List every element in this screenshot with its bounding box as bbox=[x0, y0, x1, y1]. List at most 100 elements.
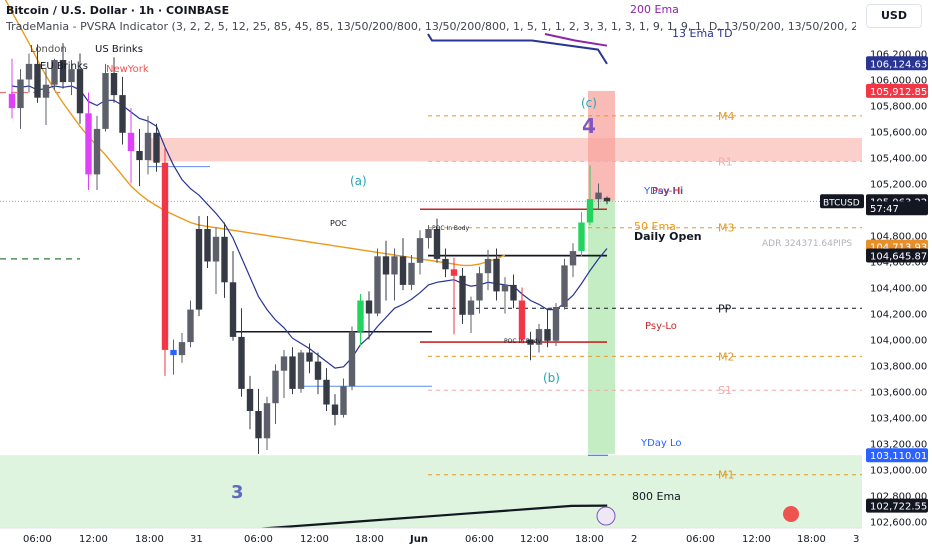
candle bbox=[518, 287, 526, 344]
candle bbox=[289, 347, 296, 395]
candle bbox=[34, 44, 41, 103]
candle bbox=[76, 53, 84, 124]
time-tick: 06:00 bbox=[23, 534, 52, 545]
candle-body bbox=[527, 339, 534, 345]
label-yday-hi: YDay Hi bbox=[643, 186, 683, 197]
time-tick: 2 bbox=[631, 534, 637, 545]
price-tick: 104,000.00 bbox=[870, 336, 927, 347]
candle-body bbox=[25, 63, 33, 80]
symbol-badge-bg bbox=[820, 194, 864, 209]
candle bbox=[144, 115, 152, 175]
candle bbox=[178, 333, 186, 363]
time-tick: 18:00 bbox=[355, 534, 384, 545]
candle-body bbox=[442, 258, 449, 270]
price-label: 102,722.55 bbox=[870, 502, 927, 513]
indicator-legend[interactable]: TradeMania - PVSRA Indicator (3, 2, 2, 5… bbox=[6, 20, 856, 33]
currency-button-label: USD bbox=[881, 9, 907, 22]
price-tick: 103,400.00 bbox=[870, 414, 927, 425]
price-label-bg bbox=[866, 201, 928, 216]
time-tick: 3 bbox=[853, 534, 859, 545]
label-psy-hi: Psy-Hi bbox=[652, 186, 683, 197]
lightning-icon[interactable] bbox=[596, 506, 616, 526]
price-label: 57:47 bbox=[870, 204, 899, 215]
price-axis[interactable]: 106,200.00 106,000.00 105,800.00 105,600.00… bbox=[820, 0, 932, 550]
candle bbox=[323, 368, 330, 411]
price-label: 105,912.85 bbox=[870, 87, 927, 98]
note-london: London bbox=[30, 44, 67, 55]
time-tick: 31 bbox=[190, 534, 203, 545]
candle-body bbox=[289, 356, 296, 389]
candle bbox=[229, 251, 237, 341]
time-tick: 12:00 bbox=[300, 534, 329, 545]
price-label: 103,110.01 bbox=[870, 451, 927, 462]
candle bbox=[119, 76, 126, 145]
candle-body bbox=[102, 73, 109, 129]
price-label-bg bbox=[866, 498, 928, 513]
candle-body bbox=[467, 300, 475, 315]
time-axis[interactable]: 06:00 12:00 18:00 31 06:00 12:00 18:00 Jun 06:00… bbox=[0, 506, 932, 550]
note-wave-a: (a) bbox=[350, 174, 367, 188]
candle bbox=[153, 123, 160, 172]
level-label-m3: M3 bbox=[718, 222, 735, 235]
candle bbox=[603, 196, 611, 205]
symbol-title-text: Bitcoin / U.S. Dollar · 1h · COINBASE bbox=[6, 4, 230, 17]
price-label-bg bbox=[866, 83, 928, 98]
candle-body bbox=[374, 256, 381, 314]
candle bbox=[255, 388, 262, 454]
candle bbox=[425, 225, 432, 249]
candle bbox=[467, 296, 475, 333]
candle bbox=[374, 248, 381, 317]
candle-body bbox=[263, 403, 271, 439]
candle-body bbox=[493, 258, 500, 292]
candle-body bbox=[518, 300, 526, 340]
candle-body bbox=[450, 269, 458, 276]
candle bbox=[272, 364, 279, 424]
candle bbox=[68, 60, 75, 96]
candle-body bbox=[195, 229, 203, 310]
price-tick: 102,800.00 bbox=[870, 492, 927, 503]
candle-body bbox=[459, 275, 466, 315]
candle bbox=[535, 323, 543, 353]
candle bbox=[187, 300, 194, 348]
candle bbox=[552, 303, 560, 346]
candle bbox=[42, 67, 50, 125]
level-label-s1: S1 bbox=[718, 384, 732, 397]
candle bbox=[484, 249, 492, 291]
candle bbox=[416, 230, 424, 275]
candle bbox=[204, 216, 211, 268]
indicator-legend-text: TradeMania - PVSRA Indicator (3, 2, 2, 5… bbox=[6, 20, 856, 33]
us-flag-icon[interactable] bbox=[783, 506, 799, 522]
candle-body bbox=[425, 229, 432, 239]
currency-button[interactable]: USD bbox=[866, 4, 922, 28]
note-adr: ADR 324371.64PIPS bbox=[762, 239, 852, 249]
short-target-zone bbox=[588, 90, 615, 201]
price-label: 106,124.63 bbox=[870, 59, 927, 70]
candle-body bbox=[595, 192, 602, 200]
candle-body bbox=[306, 352, 313, 362]
candle bbox=[340, 378, 347, 418]
candle-body bbox=[408, 262, 415, 285]
symbol-title[interactable]: Bitcoin / U.S. Dollar · 1h · COINBASE bbox=[6, 4, 229, 17]
candle-body bbox=[323, 379, 330, 405]
candle-body bbox=[229, 282, 237, 337]
price-tick: 105,200.00 bbox=[870, 180, 927, 191]
time-tick: 12:00 bbox=[79, 534, 108, 545]
price-tick: 104,800.00 bbox=[870, 232, 927, 243]
candle-body bbox=[433, 229, 441, 259]
candle bbox=[280, 349, 288, 398]
time-tick: 06:00 bbox=[686, 534, 715, 545]
time-tick: 12:00 bbox=[520, 534, 549, 545]
candle bbox=[442, 248, 449, 278]
label-yday-lo: YDay Lo bbox=[640, 438, 682, 449]
candle-body bbox=[127, 132, 135, 151]
candle-body bbox=[484, 258, 492, 274]
note-eu-brinks: EU Brinks bbox=[40, 61, 88, 72]
candle bbox=[25, 53, 33, 93]
time-tick: 12:00 bbox=[742, 534, 771, 545]
candle-body bbox=[348, 331, 356, 387]
candle-body bbox=[204, 229, 211, 262]
candle bbox=[357, 294, 364, 346]
time-axis-bg bbox=[0, 528, 932, 550]
note-wave-c: (c) bbox=[581, 96, 597, 110]
